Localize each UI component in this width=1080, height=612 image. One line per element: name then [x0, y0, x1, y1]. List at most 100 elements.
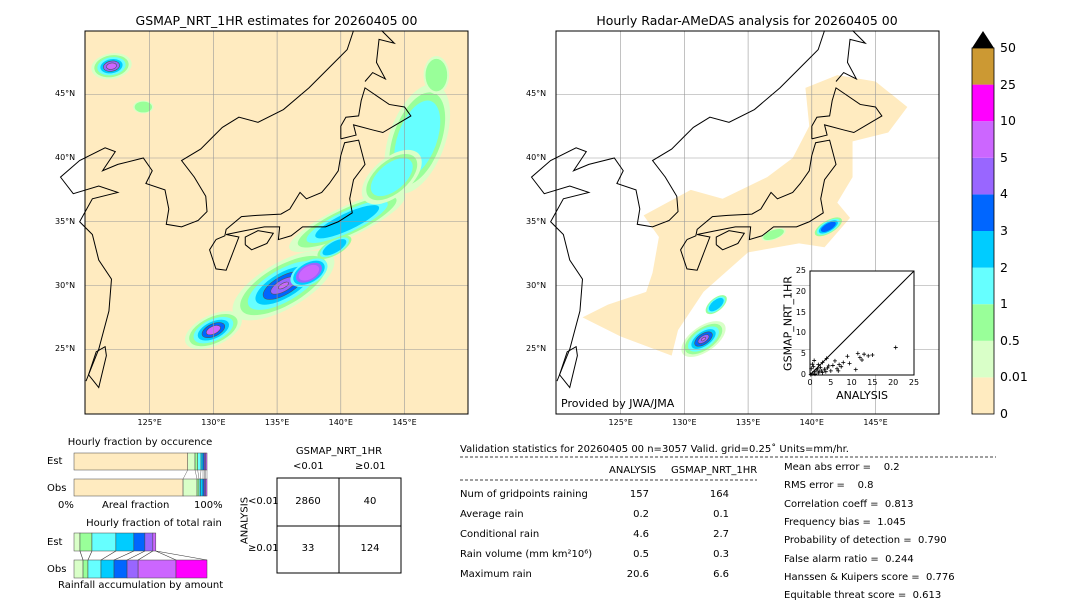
coastline — [88, 345, 107, 389]
contingency-col-label: <0.01 — [293, 461, 324, 472]
occurrence-est-segment — [73, 452, 188, 471]
lat-tick-label: 40°N — [526, 153, 547, 162]
scatter-point — [860, 358, 864, 363]
colorbar-label: 10 — [1000, 113, 1016, 129]
colorbar-frame — [971, 47, 995, 415]
coastline — [364, 30, 396, 82]
scatter-xtick-label: 15 — [867, 378, 878, 387]
scatter-ytick-label: 10 — [795, 328, 806, 338]
occurrence-title: Hourly fraction by occurence — [67, 437, 213, 448]
total-rain-obs-segment — [73, 559, 84, 579]
map-frame — [555, 30, 940, 415]
scatter-point — [825, 365, 830, 370]
colorbar-segment — [972, 231, 994, 268]
scatter-point — [830, 363, 835, 368]
lat-tick-label: 25°N — [526, 344, 547, 354]
total-rain-xlabel: Rainfall accumulation by amount — [58, 580, 224, 591]
occurrence-obs-segment — [182, 478, 198, 497]
stats-col-gsmap: GSMAP_NRT_1HR — [671, 465, 758, 476]
coastline — [59, 30, 355, 382]
stats-gsmap-value: 6.6 — [713, 569, 729, 580]
lon-tick-label: 145°E — [863, 418, 888, 427]
one-to-one-line — [809, 270, 915, 376]
stats-row-label: Rain volume (mm km²10⁶) — [460, 549, 593, 560]
occurrence-xlabel-left: 0% — [58, 500, 74, 511]
rain-area — [425, 58, 448, 92]
colorbar-segment — [972, 377, 994, 414]
scatter-point — [837, 362, 842, 367]
right-map — [530, 30, 940, 415]
rain-area — [322, 239, 347, 256]
connector-line — [100, 550, 117, 561]
stats-gsmap-value: 164 — [709, 489, 729, 500]
connector-line — [194, 469, 198, 480]
occurrence-obs-segment — [200, 478, 204, 497]
occurrence-xlabel-mid: Areal fraction — [102, 500, 170, 511]
connector-line — [155, 550, 208, 561]
contingency-row-label: ≥0.01 — [248, 543, 279, 554]
colorbar-label: 0 — [1000, 406, 1008, 421]
lat-tick-label: 45°N — [55, 89, 76, 99]
rain-area — [370, 158, 413, 197]
rain-area — [106, 62, 117, 70]
occurrence-row-est: Est — [47, 456, 63, 467]
occurrence-row-obs: Obs — [47, 483, 67, 494]
scatter-ytick-label: 0 — [800, 370, 806, 379]
scatter-point — [832, 358, 837, 363]
lon-tick-label: 130°E — [672, 418, 697, 427]
scatter-point — [823, 369, 828, 374]
map-frame — [84, 30, 469, 415]
coastline — [811, 87, 883, 140]
total-rain-obs-segment — [87, 559, 102, 579]
lat-tick-label: 35°N — [526, 216, 547, 226]
left-map — [59, 30, 469, 415]
occurrence-est-segment — [187, 452, 196, 471]
scatter-point — [870, 353, 875, 358]
contingency-cell: 33 — [301, 543, 315, 554]
scatter-point — [812, 358, 817, 363]
contingency-row-label: <0.01 — [248, 496, 279, 507]
occurrence-est-segment — [200, 452, 204, 471]
occurrence-obs-segment — [196, 478, 200, 497]
rain-area — [708, 297, 724, 312]
total-rain-row-obs: Obs — [47, 564, 67, 575]
stats-analysis-value: 0.5 — [633, 549, 649, 560]
total-rain-est-segment — [79, 532, 93, 552]
scatter-point — [817, 369, 822, 374]
connector-line — [113, 550, 134, 561]
stats-score: Correlation coeff = 0.813 — [784, 498, 914, 510]
connector-line — [182, 469, 188, 480]
scatter-point — [847, 361, 852, 366]
stats-analysis-value: 157 — [629, 489, 649, 500]
occurrence-est-segment — [197, 452, 202, 471]
connector-line — [155, 550, 177, 561]
stats-score: Equitable threat score = 0.613 — [784, 590, 942, 602]
coastline — [715, 230, 746, 251]
coastline — [209, 139, 366, 271]
rain-area — [763, 228, 784, 241]
total-rain-obs-segment — [82, 559, 89, 579]
contingency-cell: 2860 — [295, 496, 321, 507]
lon-tick-label: 145°E — [392, 418, 417, 427]
total-rain-obs-segment — [100, 559, 115, 579]
colorbar-label: 0.01 — [1000, 369, 1028, 385]
stats-header: Validation statistics for 20260405 00 n=… — [460, 444, 849, 455]
total-rain-est-segment — [73, 532, 81, 552]
scatter-point — [820, 360, 825, 365]
total-rain-obs-segment — [126, 559, 139, 579]
colorbar-label: 25 — [1000, 76, 1016, 92]
contingency-cell: 124 — [360, 543, 380, 554]
stats-gsmap-value: 0.3 — [713, 549, 729, 560]
scatter-ytick-label: 5 — [800, 349, 806, 359]
lon-tick-label: 135°E — [735, 418, 761, 427]
lon-tick-label: 130°E — [201, 418, 226, 427]
total-rain-row-est: Est — [47, 537, 63, 548]
lat-tick-label: 45°N — [526, 89, 547, 99]
stats-gsmap-value: 0.1 — [713, 509, 729, 520]
scatter-point — [819, 368, 824, 373]
lat-tick-label: 35°N — [55, 216, 76, 226]
scatter-point — [811, 364, 816, 369]
lat-tick-label: 40°N — [55, 153, 76, 162]
scatter-point — [893, 345, 898, 350]
scatter-point — [828, 368, 833, 373]
